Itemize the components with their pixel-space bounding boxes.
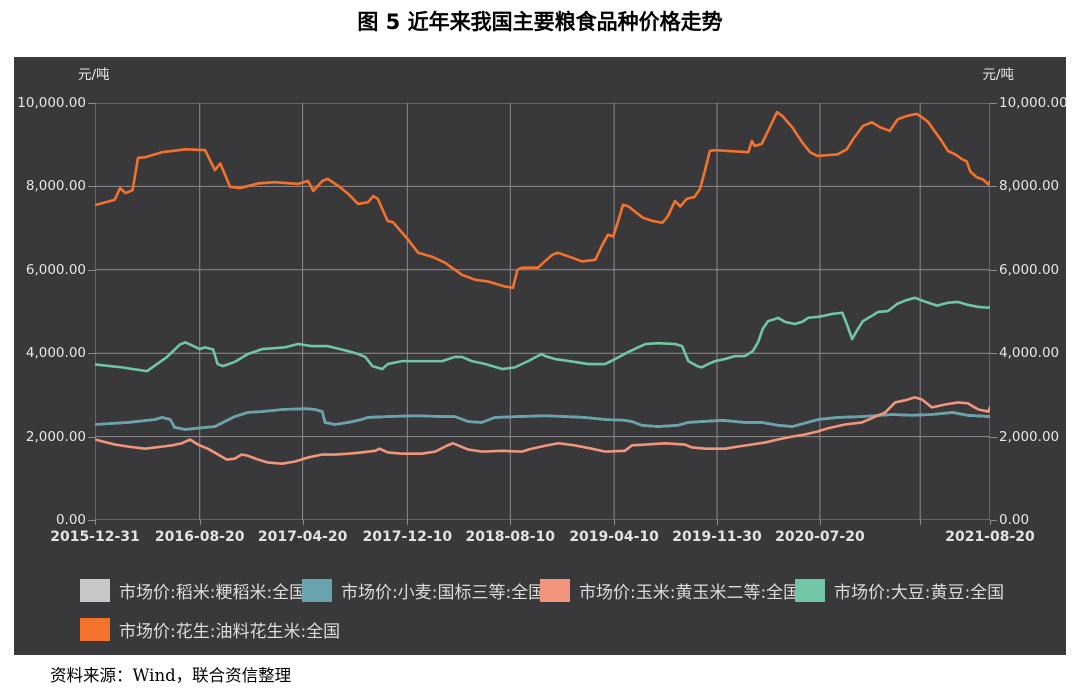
- y-axis-tick: [990, 103, 997, 104]
- y-axis-label-right: 8,000.00: [999, 178, 1060, 195]
- y-axis-label-right: 10,000.00: [999, 95, 1068, 111]
- y-axis-tick: [990, 186, 997, 188]
- x-axis-label: 2018-08-10: [465, 529, 556, 545]
- legend-item: 市场价:大豆:黄豆:全国: [795, 578, 1004, 603]
- legend-item: 市场价:稻米:粳稻米:全国: [80, 578, 306, 603]
- y-axis-label-left: 8,000.00: [25, 178, 86, 195]
- y-axis-tick: [990, 436, 997, 438]
- y-axis-tick: [88, 520, 95, 521]
- legend-label: 市场价:玉米:黄玉米二等:全国: [579, 583, 801, 603]
- x-axis-tick: [302, 520, 304, 525]
- y-axis-tick: [88, 186, 95, 188]
- legend-swatch: [80, 618, 110, 641]
- y-axis-label-right: 0.00: [999, 512, 1030, 528]
- x-axis-label: 2019-04-10: [569, 529, 659, 545]
- y-axis-tick: [88, 353, 95, 355]
- plot-area: [95, 103, 990, 520]
- x-axis-tick: [990, 520, 991, 525]
- x-axis-label: 2017-12-10: [362, 529, 453, 545]
- series-line: [95, 298, 990, 371]
- y-axis-tick: [990, 269, 997, 271]
- series-line: [95, 397, 990, 463]
- y-axis-label-left: 0.00: [55, 512, 86, 528]
- chart-title: 图 5 近年来我国主要粮食品种价格走势: [357, 10, 723, 34]
- y-axis-tick: [88, 436, 95, 438]
- y-axis-unit-right: 元/吨: [982, 67, 1014, 83]
- y-axis-label-left: 10,000.00: [17, 95, 86, 111]
- legend-item: 市场价:小麦:国标三等:全国: [302, 578, 545, 603]
- chart-panel: 元/吨 元/吨 0.00 2,000.00 4,000.00 6,000.00 8,00…: [14, 57, 1068, 655]
- x-axis-tick: [819, 520, 821, 525]
- y-axis-labels-right: 0.00 2,000.00 4,000.00 6,000.00 8,000.00 10,0…: [999, 95, 1079, 528]
- y-axis-label-right: 2,000.00: [999, 428, 1060, 445]
- x-axis-label: 2016-08-20: [154, 529, 245, 545]
- legend-item: 市场价:玉米:黄玉米二等:全国: [540, 578, 800, 603]
- y-axis-tick: [88, 103, 95, 104]
- x-axis-label: 2015-12-31: [50, 529, 140, 545]
- series-line: [95, 112, 990, 288]
- y-axis-label-right: 6,000.00: [999, 261, 1060, 278]
- x-axis-tick: [920, 520, 922, 525]
- line-chart: [95, 103, 990, 520]
- y-axis-tick: [88, 269, 95, 271]
- y-axis-label-left: 6,000.00: [25, 261, 86, 278]
- x-axis-tick: [510, 520, 512, 525]
- legend-swatch: [795, 579, 825, 602]
- legend-swatch: [540, 579, 570, 602]
- legend-item: 市场价:花生:油料花生米:全国: [80, 617, 340, 642]
- legend-label: 市场价:稻米:粳稻米:全国: [119, 583, 307, 603]
- x-axis-tick: [199, 520, 201, 525]
- series-line: [95, 409, 990, 430]
- legend-label: 市场价:大豆:黄豆:全国: [834, 583, 1005, 603]
- y-axis-tick: [990, 520, 997, 521]
- legend-swatch: [302, 579, 332, 602]
- x-axis-labels: 2015-12-31 2016-08-20 2017-04-20 2017-12-10…: [14, 529, 1066, 549]
- x-axis-tick: [614, 520, 616, 525]
- x-axis-tick: [95, 520, 96, 525]
- y-axis-labels-left: 0.00 2,000.00 4,000.00 6,000.00 8,000.00 10,0…: [14, 95, 86, 528]
- y-axis-unit-left: 元/吨: [78, 67, 110, 83]
- x-axis-label: 2020-07-20: [775, 529, 865, 545]
- legend-label: 市场价:小麦:国标三等:全国: [341, 583, 546, 603]
- x-axis-tick: [407, 520, 409, 525]
- x-axis-label: 2019-11-30: [672, 529, 762, 545]
- y-axis-tick: [990, 353, 997, 355]
- legend-label: 市场价:花生:油料花生米:全国: [119, 622, 341, 642]
- x-axis-label: 2021-08-20: [945, 529, 1035, 545]
- y-axis-label-left: 4,000.00: [25, 345, 86, 362]
- x-axis-tick: [717, 520, 719, 525]
- legend-swatch: [80, 579, 110, 602]
- y-axis-label-left: 2,000.00: [25, 428, 86, 445]
- x-axis-label: 2017-04-20: [257, 529, 348, 545]
- y-axis-label-right: 4,000.00: [999, 345, 1060, 362]
- source-note: 资料来源：Wind，联合资信整理: [50, 666, 292, 685]
